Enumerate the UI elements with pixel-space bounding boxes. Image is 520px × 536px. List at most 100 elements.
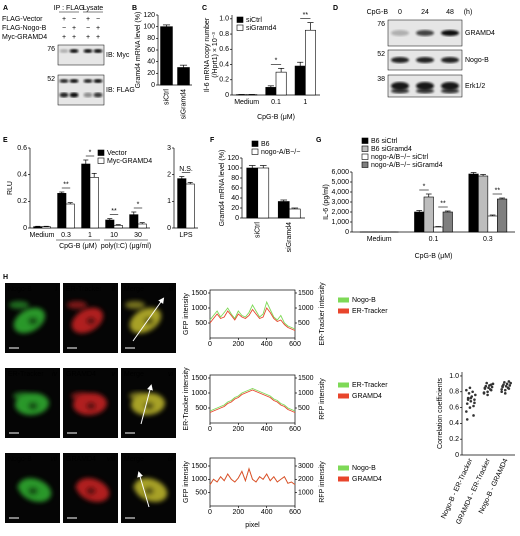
x-tick-label: 400	[261, 426, 273, 433]
data-point	[486, 390, 489, 394]
blot-header: IP : FLAG	[54, 5, 85, 12]
bar	[275, 71, 287, 96]
x-tick-label: Medium	[234, 99, 259, 106]
y2-axis-label: RFP intensity	[319, 378, 326, 420]
bar	[185, 183, 195, 229]
blot-band	[441, 88, 459, 94]
y-tick-label: 500	[195, 320, 207, 327]
cell-process	[9, 301, 29, 309]
y2-tick-label: 500	[298, 405, 310, 412]
data-point	[467, 392, 471, 395]
data-point	[472, 414, 475, 417]
data-line	[209, 467, 296, 486]
bar	[468, 173, 479, 233]
significance-label: *	[89, 149, 92, 156]
panel-numeral: vi	[168, 371, 174, 378]
data-point	[469, 396, 473, 400]
blot-band	[416, 57, 434, 63]
blot-band	[441, 57, 459, 63]
data-point	[485, 381, 489, 385]
line-profile-arrow	[132, 297, 165, 342]
panel-numeral: vii	[50, 456, 57, 463]
cell-process	[129, 392, 149, 400]
panel-label: D	[333, 5, 338, 12]
y-tick-label: 0	[151, 82, 155, 89]
x-tick-label: 200	[232, 509, 244, 516]
x-group-label: poly(I:C) (μg/ml)	[101, 243, 151, 250]
data-point	[472, 404, 475, 408]
sign: +	[86, 34, 90, 41]
y-tick-label: 1000	[191, 305, 207, 312]
row-label: Myc-GRAMD4	[2, 34, 47, 41]
band-label: GRAMD4	[465, 30, 495, 37]
x-tick-label: 600	[289, 426, 301, 433]
significance-label: **	[303, 12, 309, 19]
y-tick-label: 0.6	[449, 404, 459, 411]
cell-signal	[129, 392, 165, 416]
data-point	[483, 386, 487, 390]
y-tick-label: 500	[195, 490, 207, 497]
y-tick-label: 1000	[191, 390, 207, 397]
data-point	[482, 391, 486, 394]
cell-nucleus	[144, 317, 154, 325]
data-line	[209, 300, 296, 330]
y-tick-label: 1000	[191, 476, 207, 483]
legend-label: siGramd4	[246, 25, 276, 32]
y-tick-label: 0.2	[449, 436, 459, 443]
legend-label: GRAMD4	[352, 393, 382, 400]
legend-label: GRAMD4	[352, 476, 382, 483]
channel-label: Nogo-B	[8, 286, 32, 293]
data-point	[465, 410, 468, 413]
marker-label: 76	[377, 21, 385, 28]
x-tick-label: Medium	[30, 232, 55, 239]
bar	[423, 196, 434, 233]
row-label: FLAG-Vector	[2, 16, 43, 23]
y-tick-label: 80	[231, 175, 239, 182]
data-point	[471, 390, 474, 394]
sign: +	[86, 16, 90, 23]
blot-band	[416, 88, 434, 94]
x-tick-label: 0.1	[429, 236, 439, 243]
data-point	[474, 393, 477, 397]
significance-label: *	[137, 201, 140, 208]
bar	[487, 215, 498, 233]
y-axis-label: Correlation coefficients	[437, 377, 444, 449]
blot-band	[416, 82, 434, 90]
sign: +	[96, 34, 100, 41]
significance-label: N.S.	[179, 166, 193, 173]
legend-label: nogo-A/B−/− siCtrl	[371, 154, 429, 161]
treatment-label: CpG-B	[367, 9, 389, 16]
legend-label: Vector	[107, 150, 128, 157]
bar	[305, 29, 316, 96]
y-axis-label: Gramd4 mRNA level (%)	[135, 12, 142, 89]
legend-swatch	[361, 153, 369, 160]
legend-label: B6 siCtrl	[371, 138, 398, 145]
bar	[113, 225, 123, 229]
cell-signal	[9, 301, 46, 334]
x-tick-label: Nogo-B - ER-Tracker	[440, 457, 474, 520]
legend-swatch	[338, 297, 349, 303]
y-tick-label: 2	[167, 172, 171, 179]
legend-swatch	[361, 145, 369, 152]
sign: +	[62, 16, 66, 23]
cell-nucleus	[28, 317, 38, 325]
blot-band	[69, 92, 79, 98]
bar	[265, 87, 277, 96]
x-tick-label: 10	[110, 232, 118, 239]
legend-swatch	[338, 465, 349, 471]
data-point	[489, 388, 492, 391]
y2-axis-label: RFP intensity	[319, 461, 326, 503]
x-axis-label: pixel	[245, 522, 260, 529]
plot-frame	[209, 289, 296, 339]
x-tick-label: 30	[134, 232, 142, 239]
bar	[277, 201, 290, 219]
cell-nucleus	[86, 317, 96, 325]
y2-tick-label: 1000	[298, 305, 314, 312]
y-tick-label: 0	[23, 225, 27, 232]
blot-band	[391, 82, 409, 90]
band-label: Erk1/2	[465, 83, 485, 90]
data-point	[506, 386, 510, 390]
blot-band	[69, 79, 79, 83]
legend-swatch	[361, 137, 369, 144]
y-tick-label: 100	[227, 165, 239, 172]
